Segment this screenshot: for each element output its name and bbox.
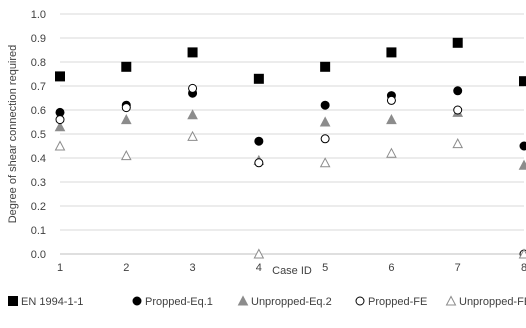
- legend-marker: [9, 297, 18, 306]
- x-tick-label: 6: [388, 262, 394, 274]
- data-point: [188, 132, 197, 141]
- y-tick-label: 0.5: [31, 129, 46, 141]
- data-point: [122, 104, 130, 112]
- y-axis-label: Degree of shear connection required: [7, 45, 19, 224]
- data-point: [321, 158, 330, 167]
- data-point: [122, 115, 131, 124]
- data-point: [56, 142, 65, 151]
- data-point: [321, 101, 329, 109]
- data-point: [321, 118, 330, 127]
- legend-item-3: Propped-FE: [356, 296, 427, 308]
- series-4: [56, 132, 526, 258]
- x-tick-label: 5: [322, 262, 328, 274]
- x-tick-label: 8: [521, 262, 526, 274]
- data-point: [387, 48, 396, 57]
- legend-label: Propped-FE: [368, 296, 427, 308]
- axis-layer: 0.0 0.1 0.2 0.3 0.4 0.5 0.6 0.7 0.8 0.9 1.0 1 2 3 4 5 6 7…: [31, 9, 526, 274]
- data-point: [122, 62, 131, 71]
- legend-label: Unpropped-FE: [459, 296, 526, 308]
- x-axis-label: Case ID: [272, 265, 312, 277]
- y-tick-label: 1.0: [31, 9, 46, 21]
- y-tick-label: 0.8: [31, 57, 46, 69]
- legend-label: EN 1994-1-1: [21, 296, 83, 308]
- y-tick-label: 0.1: [31, 225, 46, 237]
- marks-layer: [56, 38, 526, 258]
- legend-item-4: Unpropped-FE: [447, 296, 526, 308]
- data-point: [520, 142, 526, 150]
- data-point: [520, 161, 526, 170]
- legend-marker: [239, 297, 248, 306]
- legend-marker: [356, 297, 364, 305]
- legend: EN 1994-1-1 Propped-Eq.1 Unpropped-Eq.2 Pro…: [9, 296, 526, 308]
- data-point: [188, 48, 197, 57]
- x-tick-label: 3: [190, 262, 196, 274]
- y-tick-label: 0.9: [31, 33, 46, 45]
- data-point: [189, 84, 197, 92]
- legend-item-1: Propped-Eq.1: [133, 296, 213, 308]
- y-tick-label: 0.7: [31, 81, 46, 93]
- x-tick-label: 7: [455, 262, 461, 274]
- data-point: [454, 106, 462, 114]
- y-tick-label: 0.4: [31, 153, 46, 165]
- data-point: [56, 116, 64, 124]
- data-point: [255, 137, 263, 145]
- legend-item-2: Unpropped-Eq.2: [239, 296, 332, 308]
- x-tick-label: 4: [256, 262, 262, 274]
- y-tick-label: 0.0: [31, 249, 46, 261]
- data-point: [453, 38, 462, 47]
- legend-label: Propped-Eq.1: [145, 296, 213, 308]
- y-tick-label: 0.6: [31, 105, 46, 117]
- data-point: [188, 110, 197, 119]
- data-point: [122, 151, 131, 160]
- data-point: [255, 159, 263, 167]
- data-point: [520, 77, 526, 86]
- y-tick-label: 0.3: [31, 177, 46, 189]
- x-tick-label: 2: [123, 262, 129, 274]
- data-point: [56, 72, 65, 81]
- data-point: [387, 96, 395, 104]
- data-point: [321, 135, 329, 143]
- legend-marker: [447, 297, 456, 306]
- data-point: [453, 139, 462, 148]
- data-point: [387, 115, 396, 124]
- data-point: [254, 74, 263, 83]
- x-tick-label: 1: [57, 262, 63, 274]
- data-point: [321, 62, 330, 71]
- data-point: [454, 87, 462, 95]
- legend-label: Unpropped-Eq.2: [251, 296, 332, 308]
- legend-item-0: EN 1994-1-1: [9, 296, 84, 308]
- legend-marker: [133, 297, 141, 305]
- data-point: [387, 149, 396, 158]
- y-tick-label: 0.2: [31, 201, 46, 213]
